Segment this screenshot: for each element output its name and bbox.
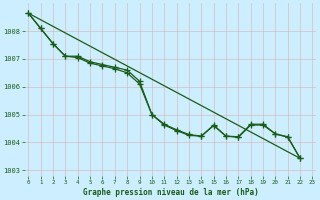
X-axis label: Graphe pression niveau de la mer (hPa): Graphe pression niveau de la mer (hPa) <box>83 188 258 197</box>
